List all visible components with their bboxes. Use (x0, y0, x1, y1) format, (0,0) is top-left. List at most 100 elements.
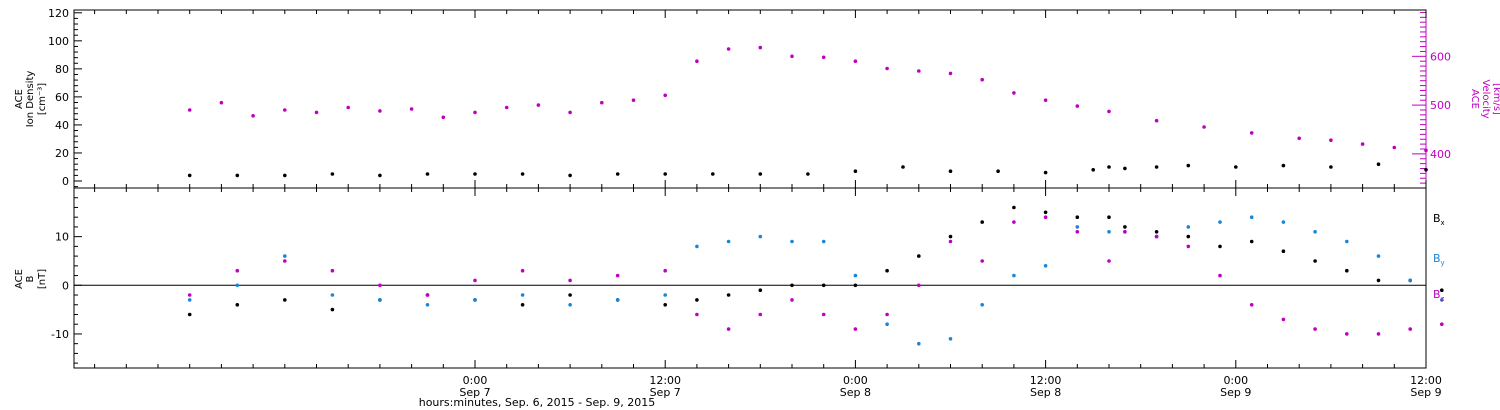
bz-point (948, 239, 953, 244)
bx-point (1043, 210, 1048, 215)
bx-point (1376, 278, 1381, 283)
ion-density-point (1281, 163, 1286, 168)
xtick-time-label: 0:00 (1223, 374, 1248, 387)
xtick-date-label: Sep 7 (459, 386, 490, 399)
velocity-point (663, 93, 667, 98)
bottom-ylabel-unit: [nT] (37, 269, 48, 289)
velocity-point (821, 55, 826, 60)
ion-density-point (235, 173, 240, 178)
top-ytick-label: 80 (55, 63, 69, 76)
velocity-point (1392, 145, 1397, 150)
top-ylabel-line-1: ACE (14, 89, 25, 109)
bx-point (330, 307, 335, 312)
bz-point (695, 312, 699, 317)
ion-density-point (1329, 165, 1333, 169)
top-ytick-label: 100 (48, 35, 69, 48)
velocity-point (504, 105, 509, 110)
bx-point (885, 268, 889, 273)
by-point (615, 298, 620, 302)
top-panel-ticks: 0 20 40 60 80 100 120 400 500 600 (48, 7, 1451, 188)
velocity-point (631, 98, 636, 102)
bz-point (758, 312, 763, 317)
bz-point (1154, 234, 1159, 239)
velocity-point (1075, 104, 1080, 108)
ion-density-point (758, 172, 763, 176)
bz-point (568, 278, 572, 283)
by-point (726, 239, 731, 244)
velocity-point (917, 69, 921, 73)
top-y2tick-label: 400 (1430, 148, 1451, 161)
by-point (821, 239, 826, 244)
bz-point (615, 273, 620, 278)
bx-point (187, 312, 192, 317)
bz-point (283, 259, 287, 263)
bx-point (568, 293, 572, 297)
bx-point (853, 283, 858, 288)
velocity-point (1249, 131, 1254, 135)
by-point (980, 303, 984, 307)
ion-density-point (948, 169, 953, 173)
bx-point (1218, 244, 1222, 249)
legend-bz: Bz (1433, 288, 1445, 303)
bz-point (1281, 317, 1286, 322)
top-y2label-unit: [km/s] (1491, 83, 1500, 115)
bz-point (1440, 322, 1444, 327)
by-point (425, 303, 430, 307)
by-point (917, 341, 921, 346)
by-point (330, 293, 335, 297)
ion-density-point (473, 172, 477, 176)
bx-point (1154, 230, 1159, 234)
by-point (187, 298, 192, 302)
bz-point (885, 312, 889, 317)
ion-density-point (1043, 170, 1048, 175)
bx-point (1075, 215, 1080, 219)
legend-bx: Bx (1433, 212, 1445, 227)
bx-point (1107, 215, 1111, 219)
top-panel-data (187, 45, 1428, 178)
bx-point (948, 234, 953, 239)
ion-density-point (425, 172, 430, 176)
xtick-time-label: 0:00 (463, 374, 488, 387)
velocity-point (283, 108, 287, 112)
velocity-point (473, 110, 477, 115)
velocity-point (441, 115, 446, 120)
ion-density-point (1154, 165, 1159, 169)
ion-density-point (568, 173, 572, 178)
ion-density-point (1376, 162, 1381, 166)
velocity-point (251, 114, 255, 118)
bx-point (980, 220, 984, 224)
bottom-ytick-label: 10 (55, 231, 69, 244)
by-point (568, 303, 572, 307)
top-ytick-label: 0 (62, 175, 69, 188)
bz-point (425, 293, 430, 297)
by-point (1043, 264, 1048, 268)
bz-point (187, 293, 192, 297)
velocity-point (1202, 125, 1206, 129)
bz-point (790, 298, 794, 302)
bz-point (1075, 230, 1080, 234)
ion-density-point (901, 165, 905, 169)
bx-point (1123, 225, 1127, 229)
by-point (1107, 230, 1111, 234)
xtick-date-label: Sep 8 (840, 386, 871, 399)
velocity-point (187, 108, 192, 112)
velocity-point (536, 103, 541, 107)
velocity-point (378, 109, 382, 113)
bz-point (1186, 244, 1191, 249)
by-point (1313, 230, 1317, 234)
ion-density-point (1107, 165, 1111, 169)
by-point (235, 283, 240, 288)
bz-point (663, 268, 667, 273)
bx-point (520, 303, 525, 307)
bz-point (378, 283, 382, 288)
x-axis-title: hours:minutes, Sep. 6, 2015 - Sep. 9, 20… (419, 396, 656, 409)
bz-point (1218, 273, 1222, 278)
by-point (378, 298, 382, 302)
by-point (853, 273, 858, 278)
bz-point (917, 283, 921, 288)
xtick-time-label: 0:00 (843, 374, 868, 387)
ion-density-point (378, 173, 382, 178)
velocity-point (314, 110, 319, 115)
ion-density-point (1091, 168, 1095, 172)
